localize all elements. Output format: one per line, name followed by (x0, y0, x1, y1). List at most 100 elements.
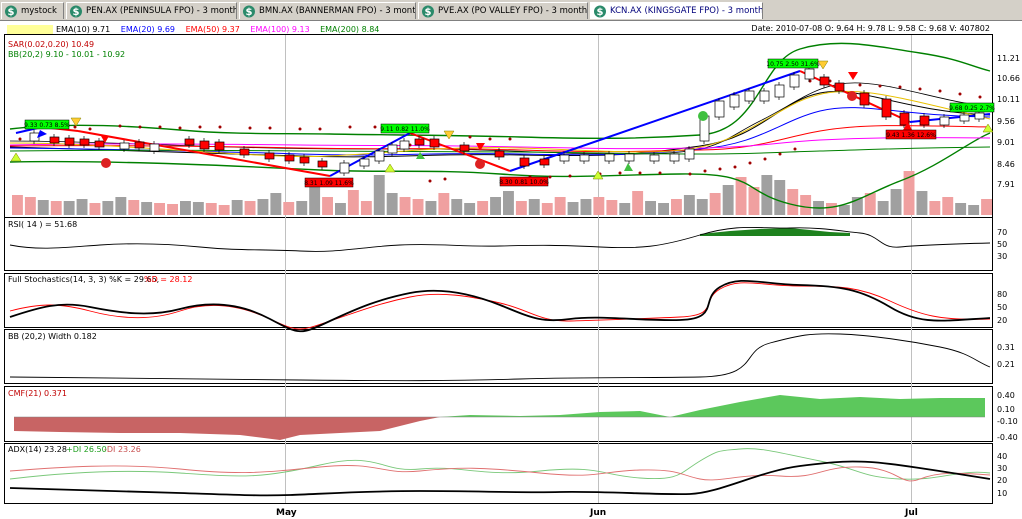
volume-bar (864, 193, 876, 215)
dollar-icon: $ (70, 5, 82, 18)
volume-bar (257, 199, 269, 215)
sar-dot (178, 126, 182, 130)
rsi-tick: 50 (997, 240, 1007, 249)
ema-legend: EMA(10) 9.71 EMA(20) 9.69 EMA(50) 9.37 EMA(… (56, 25, 379, 34)
sar-dot (688, 172, 692, 176)
volume-bar (425, 201, 437, 215)
price-tick: 11.21 (997, 54, 1020, 63)
volume-bar (554, 197, 566, 215)
tab-label: KCN.AX (KINGSGATE FPO) - 3 months Daily (610, 6, 763, 16)
dollar-icon: $ (243, 5, 255, 18)
svg-text:$: $ (246, 7, 253, 18)
volume-bar (632, 191, 644, 215)
bbw-tick: 0.31 (997, 343, 1015, 352)
sar-dot (548, 175, 552, 179)
date-ohlc-readout: Date: 2010-07-08 O: 9.64 H: 9.78 L: 9.58… (751, 24, 990, 33)
candle-body (239, 148, 250, 156)
volume-bar (877, 201, 889, 215)
volume-bar (63, 201, 75, 215)
volume-bar (244, 201, 256, 215)
sar-dot (778, 152, 782, 156)
candle-body (119, 142, 130, 150)
candle-body (819, 76, 830, 86)
adx-tick: 30 (997, 464, 1007, 473)
volume-bar (438, 193, 450, 215)
stock-chart[interactable]: Date: 2010-07-08 O: 9.64 H: 9.78 L: 9.58… (0, 21, 1022, 519)
volume-bar (386, 193, 398, 215)
rsi-title: RSI( 14 ) = 51.68 (8, 220, 77, 229)
tab-kcn[interactable]: $ KCN.AX (KINGSGATE FPO) - 3 months Dail… (590, 2, 763, 19)
sar-dot (298, 127, 302, 131)
tab-pen[interactable]: $ PEN.AX (PENINSULA FPO) - 3 months Dail… (66, 2, 237, 19)
parabolic-sar-dots (18, 79, 982, 183)
ema-legend-item: EMA(50) 9.37 (186, 25, 240, 34)
buy-triangle-marker (10, 152, 22, 162)
tab-label: BMN.AX (BANNERMAN FPO) - 3 months Daily (259, 6, 416, 16)
candle-body (399, 140, 410, 150)
volume-bar (735, 177, 747, 215)
volume-bar (167, 204, 178, 215)
candle-body (881, 98, 892, 118)
sell-triangle-marker (101, 136, 109, 143)
volume-bar (826, 203, 837, 215)
candle-body (759, 90, 770, 102)
sar-dot (73, 125, 77, 129)
month-label: Jul (904, 508, 918, 518)
volume-bar (981, 199, 992, 215)
adx-panel: ADX(14) 23.28 +DI 26.50 -DI 23.26 40 30 … (8, 445, 1007, 498)
candle-body (899, 112, 910, 126)
cmf-panel: CMF(21) 0.371 0.40 0.10 -0.10 -0.40 (8, 389, 1018, 442)
candle-body (429, 138, 440, 148)
sar-dot (718, 167, 722, 171)
tab-label: PEN.AX (PENINSULA FPO) - 3 months Daily (86, 6, 236, 16)
volume-bar (347, 190, 359, 215)
volume-bar (141, 202, 153, 215)
sar-dot (443, 177, 447, 181)
buy-triangle-marker (384, 163, 396, 173)
bbw-title: BB (20,2) Width 0.182 (8, 332, 97, 341)
candle-body (79, 138, 90, 146)
sell-triangle-marker (848, 72, 858, 80)
volume-bar (851, 197, 863, 215)
dollar-icon: $ (5, 5, 17, 18)
candle-body (714, 100, 725, 118)
volume-bar (37, 200, 49, 215)
candle-body (804, 68, 815, 80)
candle-body (669, 153, 680, 162)
volume-bar (903, 171, 915, 215)
candle-body (939, 116, 950, 126)
candle-body (264, 152, 275, 160)
cmf-tick: -0.40 (997, 433, 1018, 442)
panel-frames (4, 34, 993, 504)
buy-triangle-marker (592, 170, 604, 180)
candle-body (959, 114, 970, 122)
buy-triangle-marker (416, 152, 425, 159)
sar-dot (638, 171, 642, 175)
sar-dot (938, 89, 942, 93)
volume-bar (102, 201, 114, 215)
tab-label: PVE.AX (PO VALLEY FPO) - 3 months Daily (438, 6, 588, 16)
tab-bmn[interactable]: $ BMN.AX (BANNERMAN FPO) - 3 months Dail… (239, 2, 416, 19)
volume-bar (451, 199, 463, 215)
sar-dot (618, 171, 622, 175)
price-tick: 8.46 (997, 160, 1015, 169)
candle-body (199, 140, 210, 150)
tab-pve[interactable]: $ PVE.AX (PO VALLEY FPO) - 3 months Dail… (418, 2, 588, 19)
dollar-icon: $ (422, 5, 434, 18)
volume-bar (360, 201, 372, 215)
volume-bar (942, 197, 954, 215)
adx-minus-di: -DI 23.26 (104, 445, 141, 454)
candle-body (134, 141, 145, 149)
candle-body (184, 138, 195, 146)
sar-dot (88, 127, 92, 131)
sell-triangle-marker (70, 117, 82, 127)
volume-bar (412, 199, 424, 215)
volume-bar (645, 201, 656, 215)
trade-label: 10.75 2.50 31.6% (766, 61, 820, 68)
candle-body (774, 84, 785, 98)
volume-bar (76, 199, 88, 215)
circle-marker (101, 158, 111, 168)
volume-bar (373, 175, 385, 215)
month-label: May (276, 508, 297, 518)
tab-mystock[interactable]: $ mystock (1, 2, 64, 19)
